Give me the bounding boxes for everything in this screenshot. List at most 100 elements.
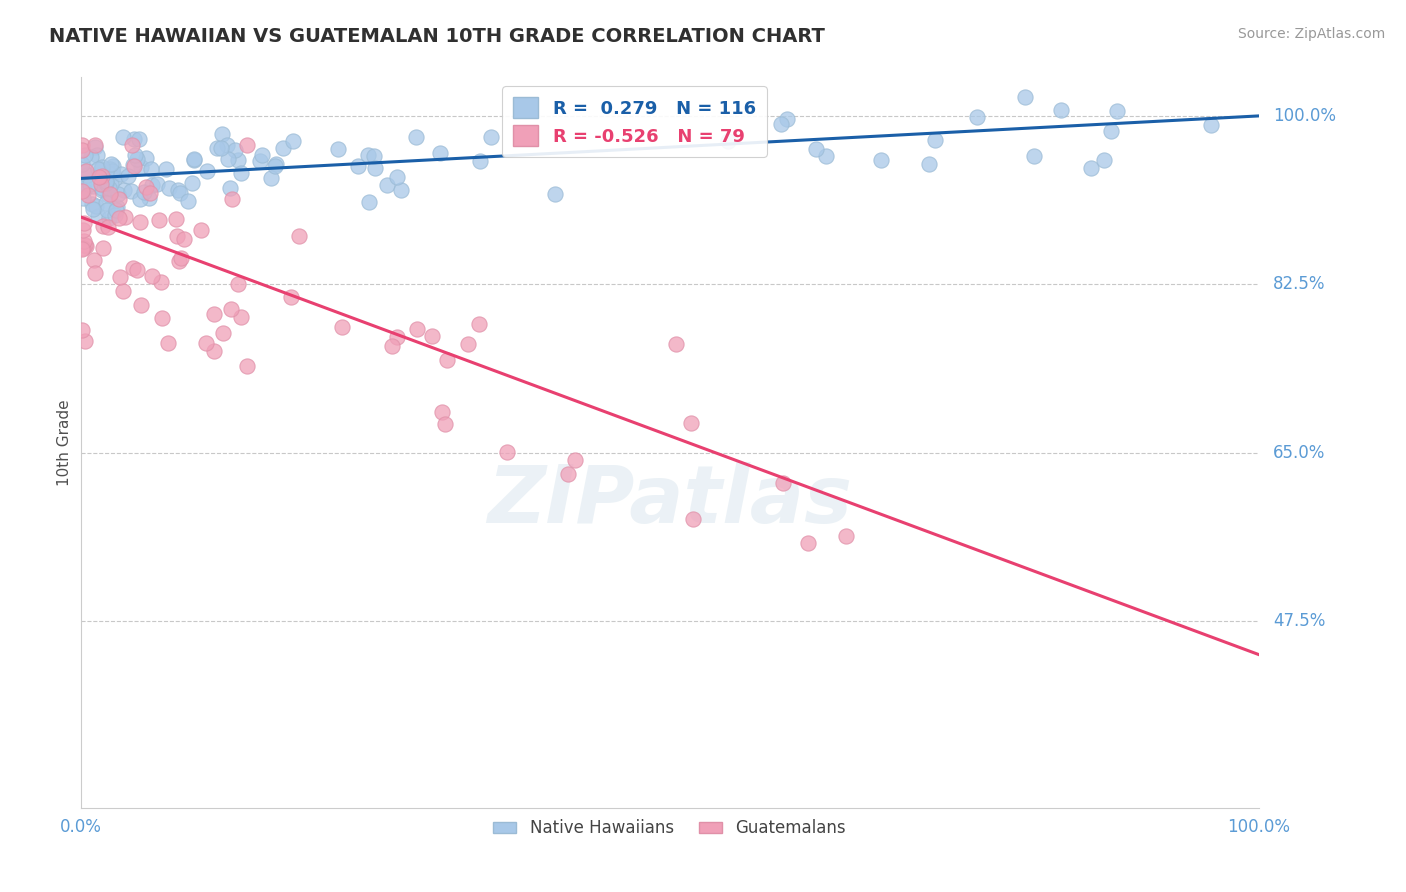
Point: [152, 311, 174, 326]
Point: [869, 153, 891, 167]
Point: [112, 183, 135, 197]
Point: [70, 143, 93, 157]
Point: [264, 159, 287, 173]
Y-axis label: 10th Grade: 10th Grade: [58, 400, 72, 486]
Point: [129, 298, 152, 312]
Point: [557, 467, 579, 481]
Point: [98, 187, 121, 202]
Point: [86, 148, 108, 162]
Point: [122, 132, 145, 146]
Point: [73, 238, 96, 252]
Point: [1050, 103, 1073, 117]
Point: [125, 153, 148, 167]
Point: [166, 229, 188, 244]
Point: [75, 148, 97, 162]
Point: [98, 162, 121, 177]
Point: [100, 157, 122, 171]
Point: [436, 353, 458, 368]
Point: [681, 416, 703, 430]
Point: [73, 178, 96, 193]
Point: [228, 153, 250, 167]
Point: [91, 160, 114, 174]
Point: [211, 127, 233, 141]
Point: [183, 153, 205, 168]
Point: [236, 359, 259, 373]
Point: [91, 177, 114, 191]
Point: [101, 166, 124, 180]
Point: [288, 229, 311, 244]
Point: [664, 336, 686, 351]
Point: [468, 153, 491, 168]
Point: [357, 195, 380, 210]
Point: [918, 157, 941, 171]
Text: 82.5%: 82.5%: [1272, 276, 1326, 293]
Point: [195, 164, 218, 178]
Point: [217, 138, 239, 153]
Point: [104, 208, 127, 222]
Point: [129, 215, 152, 229]
Point: [94, 174, 117, 188]
Point: [91, 183, 114, 197]
Point: [165, 211, 187, 226]
Point: [82, 179, 104, 194]
Point: [104, 202, 127, 217]
Point: [73, 165, 96, 179]
Point: [76, 187, 98, 202]
Point: [89, 169, 111, 184]
Point: [387, 170, 409, 185]
Point: [385, 330, 408, 344]
Point: [83, 253, 105, 268]
Point: [98, 181, 121, 195]
Point: [134, 186, 156, 200]
Point: [479, 129, 502, 144]
Point: [111, 129, 134, 144]
Point: [100, 178, 122, 192]
Point: [91, 241, 114, 255]
Point: [1099, 124, 1122, 138]
Point: [405, 322, 427, 336]
Point: [815, 149, 838, 163]
Point: [260, 171, 283, 186]
Point: [966, 111, 988, 125]
Point: [457, 336, 479, 351]
Point: [72, 241, 94, 255]
Point: [280, 290, 302, 304]
Point: [125, 263, 148, 277]
Point: [97, 188, 120, 202]
Point: [129, 161, 152, 175]
Point: [70, 137, 93, 152]
Point: [111, 284, 134, 298]
Point: [110, 168, 132, 182]
Point: [120, 184, 142, 198]
Text: NATIVE HAWAIIAN VS GUATEMALAN 10TH GRADE CORRELATION CHART: NATIVE HAWAIIAN VS GUATEMALAN 10TH GRADE…: [49, 27, 825, 45]
Point: [84, 140, 107, 154]
Point: [217, 152, 239, 166]
Point: [330, 319, 353, 334]
Point: [1080, 161, 1102, 176]
Point: [177, 194, 200, 208]
Point: [97, 211, 120, 226]
Point: [108, 270, 131, 285]
Point: [70, 242, 93, 256]
Point: [209, 141, 232, 155]
Point: [122, 159, 145, 173]
Point: [564, 453, 586, 467]
Point: [97, 219, 120, 234]
Point: [94, 196, 117, 211]
Point: [430, 405, 453, 419]
Point: [356, 148, 378, 162]
Point: [75, 239, 97, 253]
Point: [170, 251, 193, 265]
Point: [121, 137, 143, 152]
Point: [84, 137, 107, 152]
Point: [105, 200, 128, 214]
Point: [264, 157, 287, 171]
Point: [70, 156, 93, 170]
Point: [87, 209, 110, 223]
Point: [381, 339, 404, 353]
Point: [405, 129, 427, 144]
Point: [146, 177, 169, 191]
Point: [72, 223, 94, 237]
Point: [224, 143, 246, 157]
Point: [236, 137, 259, 152]
